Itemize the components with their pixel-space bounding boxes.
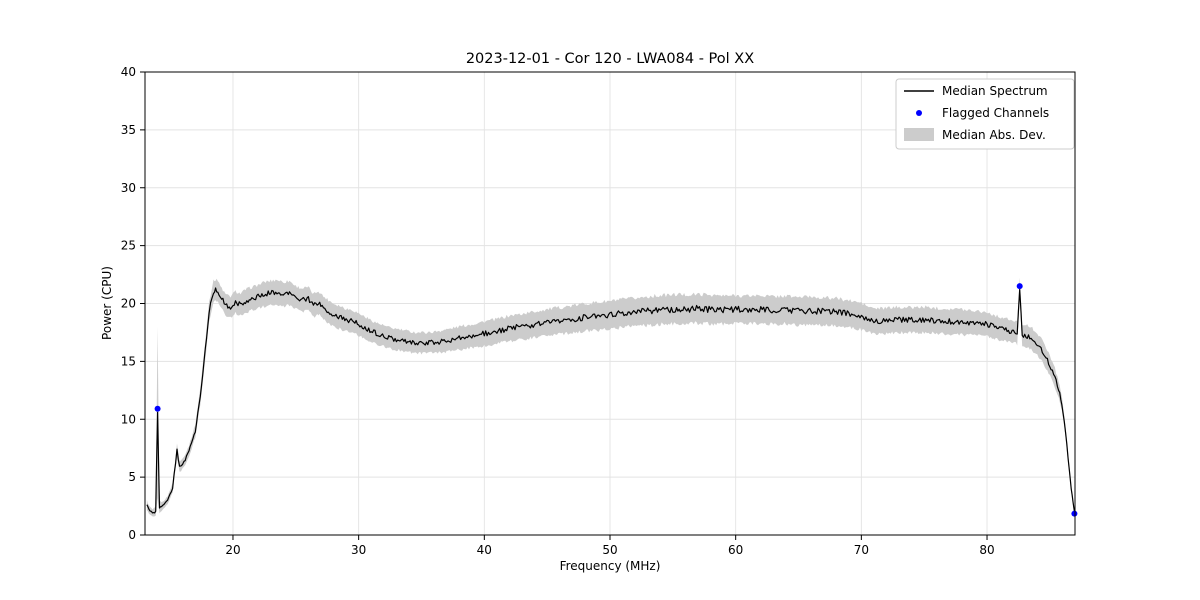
y-axis-label: Power (CPU) — [100, 266, 114, 340]
flagged-channel-marker — [1016, 283, 1023, 290]
legend-label-mad: Median Abs. Dev. — [942, 128, 1046, 142]
y-tick-label: 0 — [128, 528, 136, 542]
legend-box — [895, 78, 1075, 150]
median-spectrum-line — [146, 287, 1075, 514]
flagged-channels — [154, 283, 1078, 517]
y-tick-label: 25 — [121, 239, 136, 253]
y-tick-label: 20 — [121, 297, 136, 311]
legend-entry-median-spectrum: Median Spectrum — [904, 84, 1048, 98]
x-axis-ticks: 20 30 40 50 60 70 80 — [225, 535, 995, 557]
y-tick-label: 15 — [121, 354, 136, 368]
x-tick-label: 50 — [602, 543, 617, 557]
x-tick-label: 60 — [728, 543, 743, 557]
x-axis-label: Frequency (MHz) — [560, 559, 661, 573]
flagged-channel-marker — [154, 405, 161, 412]
legend-label-flagged-channels: Flagged Channels — [942, 106, 1049, 120]
y-tick-label: 30 — [121, 181, 136, 195]
chart-title: 2023-12-01 - Cor 120 - LWA084 - Pol XX — [466, 51, 754, 67]
x-tick-label: 20 — [225, 543, 240, 557]
y-tick-label: 5 — [128, 470, 136, 484]
y-tick-label: 10 — [121, 412, 136, 426]
x-tick-label: 80 — [979, 543, 994, 557]
mad-band-polygon — [146, 277, 1075, 517]
y-axis-ticks: 0 5 10 15 20 25 30 35 40 — [121, 65, 145, 542]
legend-label-median-spectrum: Median Spectrum — [942, 84, 1048, 98]
x-tick-label: 70 — [854, 543, 869, 557]
legend: Median Spectrum Flagged Channels Median … — [895, 78, 1075, 150]
x-tick-label: 30 — [351, 543, 366, 557]
y-tick-label: 35 — [121, 123, 136, 137]
legend-marker-sample — [916, 110, 922, 116]
x-tick-label: 40 — [477, 543, 492, 557]
legend-entry-mad: Median Abs. Dev. — [904, 128, 1046, 142]
flagged-channel-marker — [1071, 510, 1078, 517]
legend-entry-flagged-channels: Flagged Channels — [916, 106, 1049, 120]
mad-band — [146, 277, 1075, 517]
legend-patch-sample — [904, 128, 934, 141]
median-spectrum-path — [146, 287, 1075, 514]
y-tick-label: 40 — [121, 65, 136, 79]
